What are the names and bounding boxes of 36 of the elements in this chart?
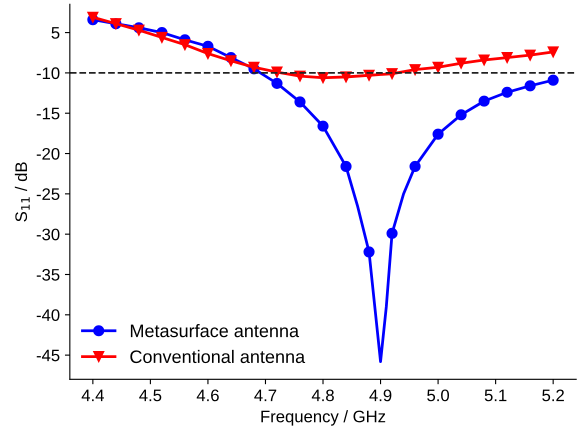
point (156, 32, 168, 43)
point (502, 52, 513, 64)
x-tick-label: 4.5 (139, 390, 162, 402)
point (179, 39, 190, 50)
point (87, 12, 98, 23)
point (524, 50, 536, 61)
point (548, 46, 559, 58)
x-tick-label: 4.6 (196, 389, 219, 402)
x-tick-label: 5.1 (484, 390, 506, 402)
y-tick-label: -15 (36, 108, 60, 120)
x-tick-label: 4.9 (369, 389, 392, 402)
x-tick-label: 5.0 (427, 389, 450, 402)
point (410, 64, 421, 76)
y-tick-label: -35 (36, 268, 60, 281)
y-tick-label: -40 (36, 309, 60, 322)
legend-label: Conventional antenna (130, 350, 306, 364)
y-tick-label: -20 (36, 148, 60, 160)
point (225, 55, 237, 66)
y-tick-label: -45 (36, 350, 60, 362)
y-axis-title: S$_{11}$ / dB (14, 162, 30, 222)
y-tick-label: -25 (36, 188, 60, 200)
y-tick-label: -10 (36, 67, 60, 80)
point (478, 54, 490, 66)
point (133, 24, 144, 36)
point (432, 62, 444, 73)
y-tick-label: 5 (52, 27, 60, 39)
point (202, 48, 214, 60)
point (456, 58, 467, 69)
x-tick-label: 4.7 (254, 390, 276, 402)
x-tick-label: 4.8 (312, 389, 334, 402)
legend-label: Metasurface antenna (130, 324, 300, 338)
x-tick-label: 4.4 (82, 390, 104, 402)
x-axis-title: Frequency / GHz (261, 410, 386, 426)
point (271, 66, 283, 78)
y-tick-label: -30 (36, 228, 60, 240)
x-tick-label: 5.2 (542, 389, 564, 402)
